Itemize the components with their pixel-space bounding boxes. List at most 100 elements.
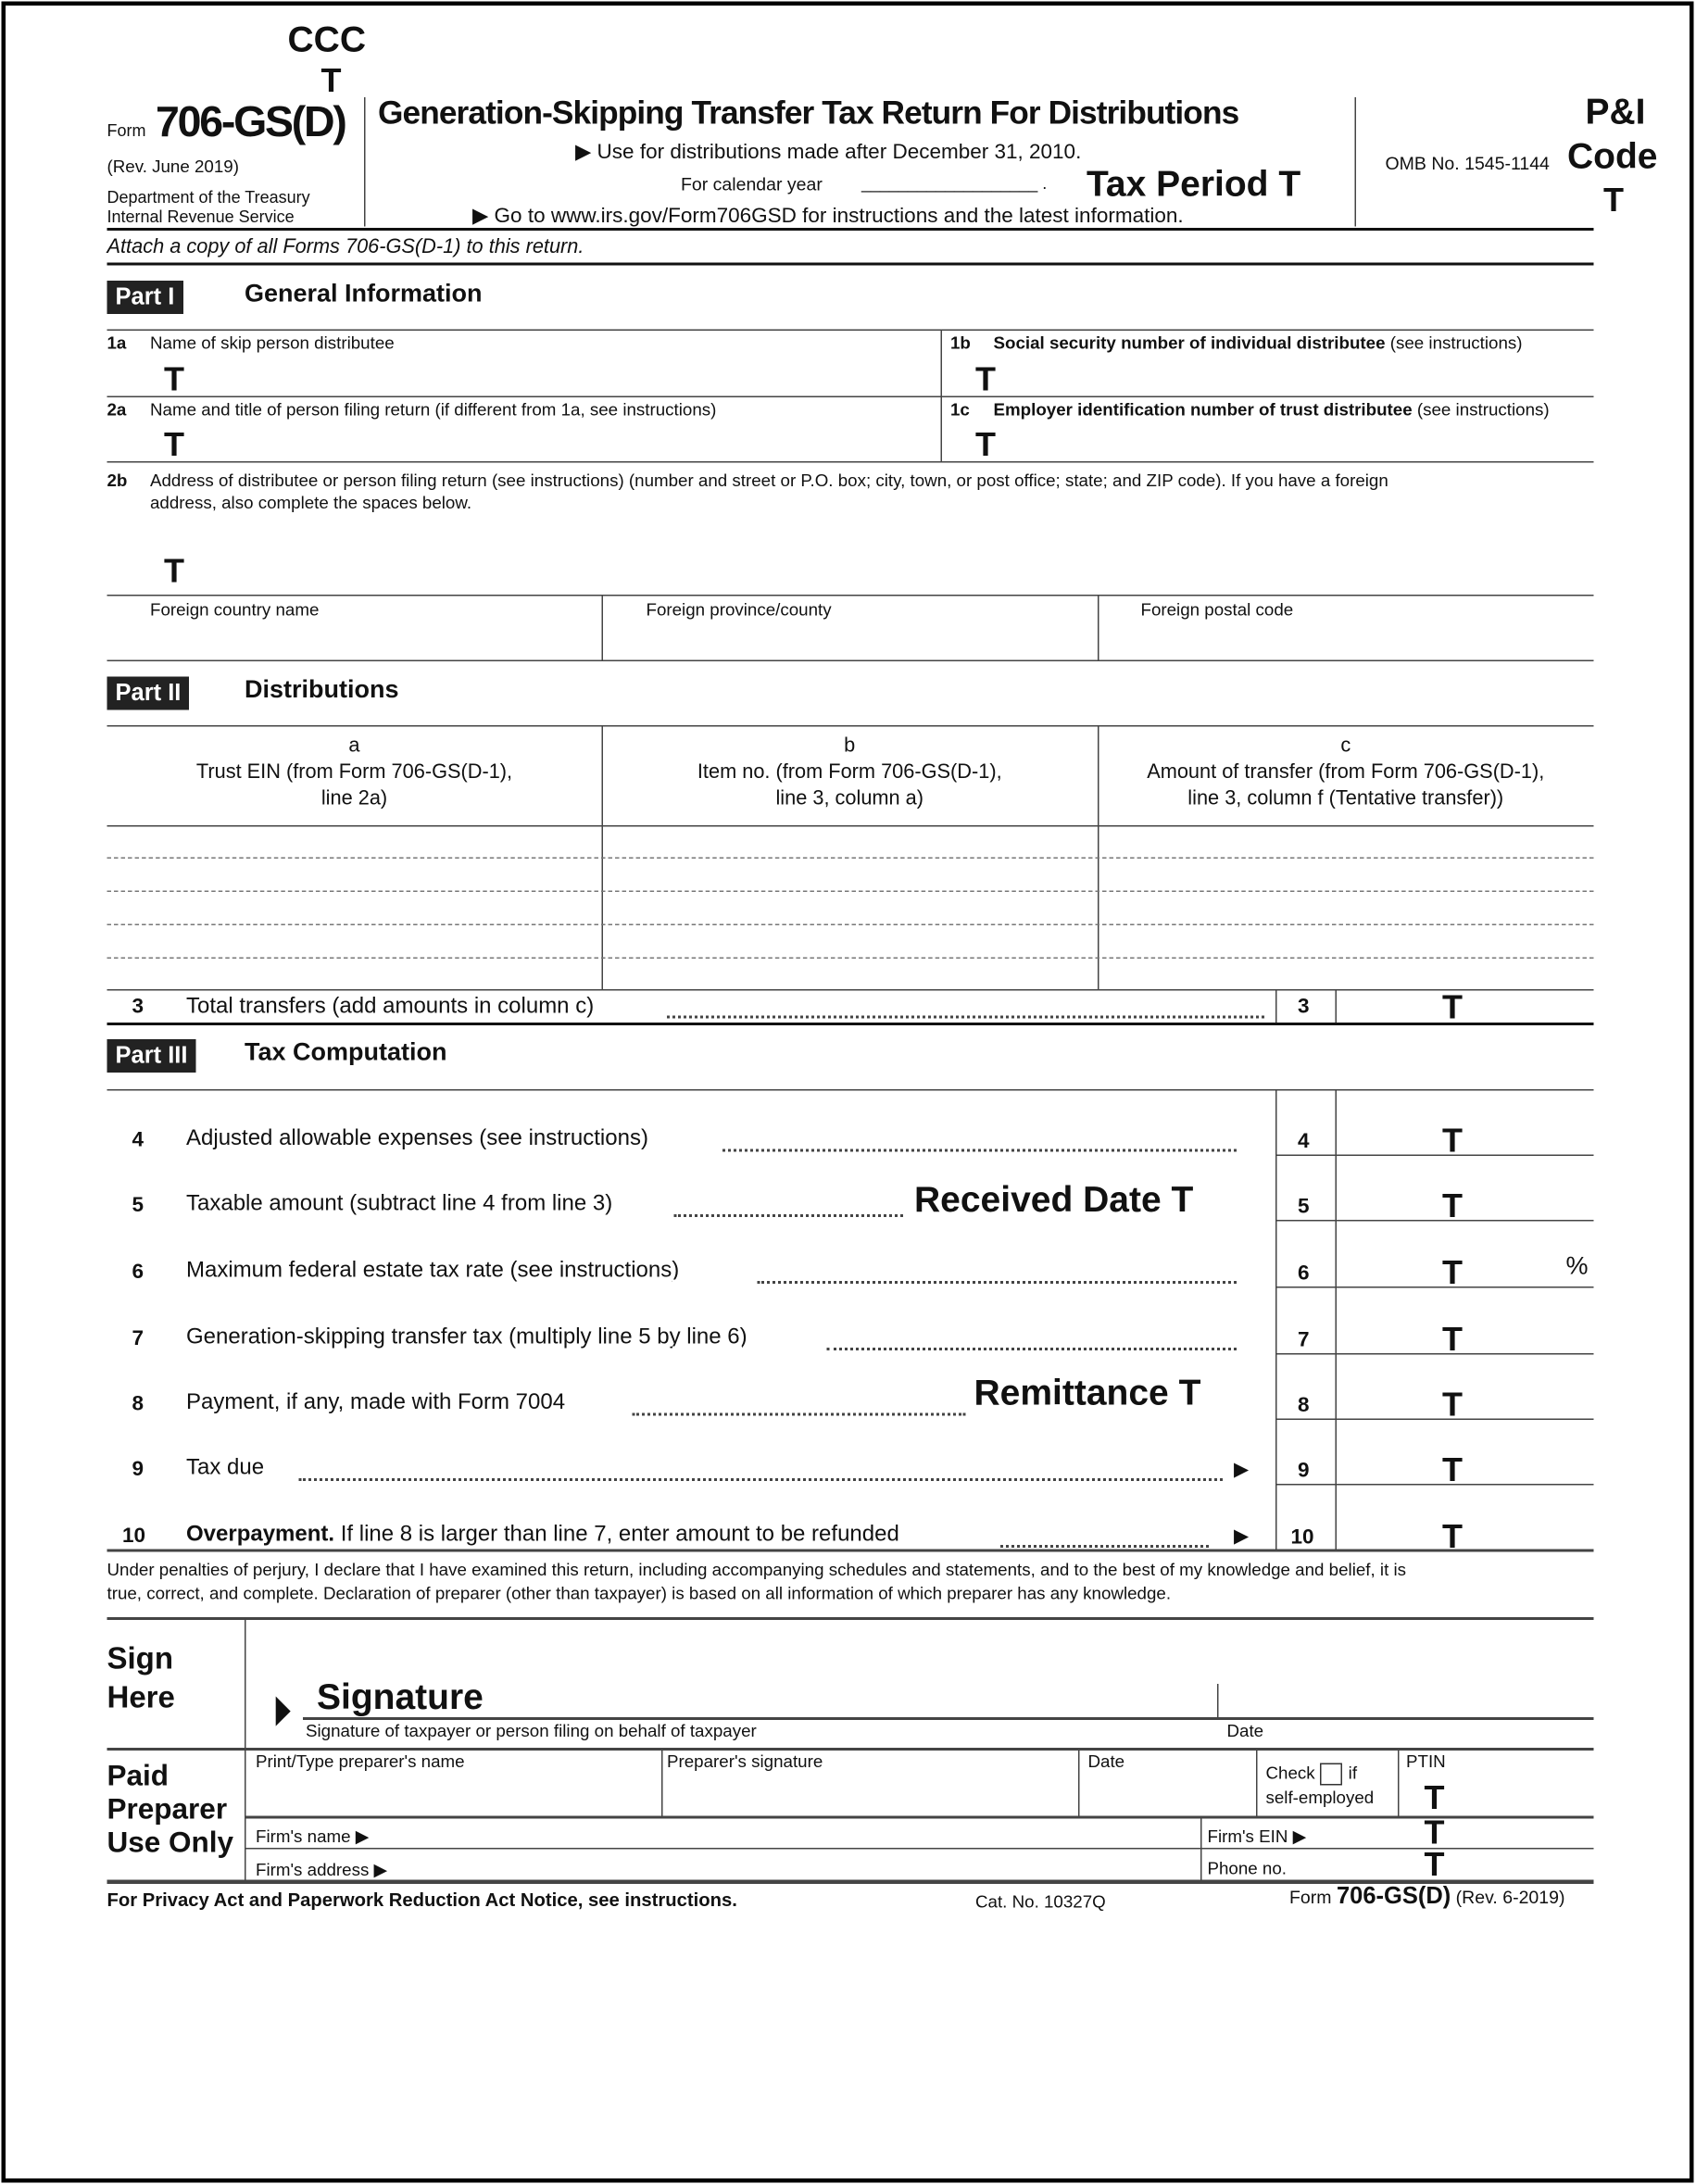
title-line: Use Only bbox=[107, 1826, 234, 1860]
divider bbox=[1335, 1089, 1337, 1550]
ptin-field[interactable]: T bbox=[1424, 1779, 1445, 1817]
rule bbox=[107, 1023, 1594, 1025]
column-b-header: b Item no. (from Form 706-GS(D-1), line 3,… bbox=[602, 734, 1099, 813]
dot-leader bbox=[667, 1015, 1264, 1019]
label-text: Taxable amount (subtract line 4 from lin… bbox=[186, 1192, 613, 1216]
column-c-header: c Amount of transfer (from Form 706-GS(D-… bbox=[1098, 734, 1594, 813]
ssn-field[interactable]: T bbox=[975, 361, 997, 399]
arrow-icon: ▶ bbox=[1234, 1457, 1250, 1480]
box-number: 9 bbox=[1298, 1459, 1310, 1483]
table-row[interactable] bbox=[107, 957, 1594, 959]
skip-person-name-label: Name of skip person distributee bbox=[150, 333, 395, 353]
rule bbox=[1275, 1287, 1594, 1288]
line-4-label: Adjusted allowable expenses (see instruc… bbox=[186, 1127, 648, 1152]
box-number: 4 bbox=[1298, 1129, 1310, 1154]
table-row[interactable] bbox=[107, 923, 1594, 925]
line-4-field[interactable]: T bbox=[1442, 1123, 1464, 1161]
revision: (Rev. June 2019) bbox=[107, 157, 239, 177]
firm-address-field[interactable]: Firm's address ▶ bbox=[256, 1860, 387, 1880]
form-title: Generation-Skipping Transfer Tax Return … bbox=[378, 94, 1239, 131]
divider bbox=[661, 1748, 663, 1816]
ein-field[interactable]: T bbox=[975, 426, 997, 464]
divider bbox=[1217, 1684, 1219, 1717]
box-number: 7 bbox=[1298, 1328, 1310, 1352]
line-8-field[interactable]: T bbox=[1442, 1387, 1464, 1425]
line-6-field[interactable]: T bbox=[1442, 1254, 1464, 1292]
rule bbox=[107, 1879, 1594, 1884]
table-row[interactable] bbox=[107, 890, 1594, 892]
foreign-country-field[interactable]: Foreign country name bbox=[150, 600, 320, 620]
col-text: Amount of transfer (from Form 706-GS(D-1… bbox=[1147, 761, 1545, 784]
received-date-stamp[interactable]: Received Date T bbox=[914, 1178, 1194, 1220]
col-text: line 3, column a) bbox=[775, 787, 924, 810]
preparer-date-field[interactable]: Date bbox=[1087, 1751, 1125, 1772]
address-label-1: Address of distributee or person filing … bbox=[150, 471, 1388, 491]
filer-name-label: Name and title of person filing return (… bbox=[150, 400, 717, 420]
divider bbox=[1275, 1089, 1277, 1550]
line-number: 1c bbox=[950, 400, 970, 420]
perjury-text-2: true, correct, and complete. Declaration… bbox=[107, 1584, 1172, 1603]
rule bbox=[107, 329, 1594, 331]
signature-field[interactable]: Signature bbox=[317, 1676, 484, 1717]
preparer-name-field[interactable]: Print/Type preparer's name bbox=[256, 1751, 465, 1772]
line-7-field[interactable]: T bbox=[1442, 1321, 1464, 1359]
code-stamp: Code bbox=[1567, 134, 1658, 177]
self-employed-checkbox[interactable] bbox=[1320, 1763, 1343, 1786]
pi-code-t-field[interactable]: T bbox=[1603, 182, 1625, 220]
privacy-notice: For Privacy Act and Paperwork Reduction … bbox=[107, 1889, 737, 1911]
line-number: 9 bbox=[132, 1457, 144, 1482]
filer-name-field[interactable]: T bbox=[164, 426, 185, 464]
rule bbox=[107, 1748, 1594, 1751]
table-row[interactable] bbox=[107, 857, 1594, 859]
foreign-province-field[interactable]: Foreign province/county bbox=[646, 600, 832, 620]
line-8-label: Payment, if any, made with Form 7004 bbox=[186, 1391, 565, 1416]
preparer-signature-field[interactable]: Preparer's signature bbox=[667, 1751, 823, 1772]
line-number: 2a bbox=[107, 400, 127, 420]
part-3-title: Tax Computation bbox=[245, 1037, 447, 1066]
line-number: 8 bbox=[132, 1392, 144, 1416]
phone-field[interactable]: T bbox=[1424, 1846, 1445, 1884]
column-a-header: a Trust EIN (from Form 706-GS(D-1), line 2… bbox=[107, 734, 602, 813]
box-number: 8 bbox=[1298, 1393, 1310, 1418]
part-3-label: Part III bbox=[107, 1039, 196, 1073]
ein-label: Employer identification number of trust … bbox=[993, 400, 1413, 420]
divider bbox=[1275, 989, 1277, 1023]
rule bbox=[1275, 1154, 1594, 1156]
line-number: 10 bbox=[122, 1524, 146, 1549]
foreign-postal-field[interactable]: Foreign postal code bbox=[1140, 600, 1294, 620]
sign-date-field[interactable]: Date bbox=[1226, 1721, 1264, 1741]
part-2-title: Distributions bbox=[245, 675, 399, 703]
line-number: 7 bbox=[132, 1326, 144, 1351]
department: Department of the Treasury bbox=[107, 187, 310, 207]
rule bbox=[245, 1815, 1594, 1819]
line-7-label: Generation-skipping transfer tax (multip… bbox=[186, 1325, 747, 1350]
dot-leader bbox=[673, 1214, 903, 1217]
check-label: Check bbox=[1265, 1763, 1315, 1783]
part-1-label: Part I bbox=[107, 281, 183, 314]
ccc-t-field[interactable]: T bbox=[320, 62, 342, 100]
dot-leader bbox=[757, 1281, 1237, 1284]
rule bbox=[107, 262, 1594, 266]
line-10-field[interactable]: T bbox=[1442, 1518, 1464, 1556]
line-number: 4 bbox=[132, 1128, 144, 1152]
tax-period-stamp[interactable]: Tax Period T bbox=[1087, 162, 1301, 205]
skip-person-name-field[interactable]: T bbox=[164, 361, 185, 399]
form-number: 706-GS(D) bbox=[1336, 1882, 1451, 1910]
firm-ein-field[interactable]: T bbox=[1424, 1814, 1445, 1852]
line-9-field[interactable]: T bbox=[1442, 1451, 1464, 1489]
box-number: 3 bbox=[1298, 995, 1310, 1019]
col-text: line 2a) bbox=[320, 787, 388, 810]
ssn-note: (see instructions) bbox=[1389, 333, 1523, 353]
col-text: Item no. (from Form 706-GS(D-1), bbox=[697, 761, 1002, 784]
col-text: line 3, column f (Tentative transfer)) bbox=[1187, 787, 1504, 810]
divider bbox=[1354, 97, 1356, 227]
firm-name-field[interactable]: Firm's name ▶ bbox=[256, 1826, 370, 1847]
pi-stamp: P&I bbox=[1585, 90, 1646, 132]
address-field[interactable]: T bbox=[164, 553, 185, 591]
label-text: If line 8 is larger than line 7, enter a… bbox=[340, 1523, 899, 1547]
line-5-field[interactable]: T bbox=[1442, 1187, 1464, 1225]
remittance-stamp[interactable]: Remittance T bbox=[974, 1371, 1201, 1413]
line-3-field[interactable]: T bbox=[1442, 989, 1464, 1027]
calendar-year-field[interactable]: ___________________ . bbox=[861, 173, 1048, 194]
